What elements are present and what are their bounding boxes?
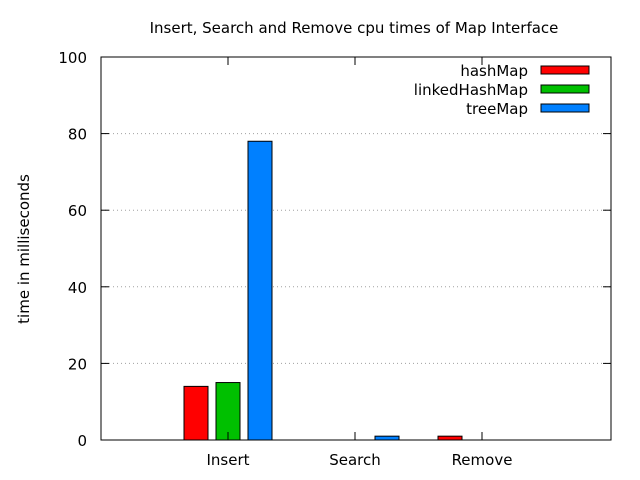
y-tick-label: 40 [68,279,87,297]
legend-label: treeMap [466,100,528,118]
legend-swatch [540,103,590,113]
legend-swatch [540,65,590,75]
y-tick-label: 100 [58,49,87,67]
y-tick-label: 20 [68,355,87,373]
axis-ticks: 0 20 40 60 80 100 Insert Search Remove [58,49,611,469]
grid-lines [101,133,611,364]
legend-label: linkedHashMap [414,81,528,99]
bar-treeMap-Search [374,435,400,441]
bar-treeMap-Insert [247,140,273,441]
bars [183,140,463,441]
x-tick-label: Search [329,451,381,469]
x-tick-label: Insert [206,451,249,469]
y-tick-label: 60 [68,202,87,220]
legend-swatch [540,84,590,94]
plot-frame [100,56,612,441]
chart-title: Insert, Search and Remove cpu times of M… [150,19,559,37]
y-tick-label: 80 [68,126,87,144]
x-tick-label: Remove [452,451,513,469]
y-tick-label: 0 [77,432,87,450]
bar-linkedHashMap-Insert [215,382,241,441]
legend-label: hashMap [460,62,528,80]
y-axis-label: time in milliseconds [15,174,33,324]
bar-hashMap-Remove [437,435,463,441]
bar-hashMap-Insert [183,385,209,441]
